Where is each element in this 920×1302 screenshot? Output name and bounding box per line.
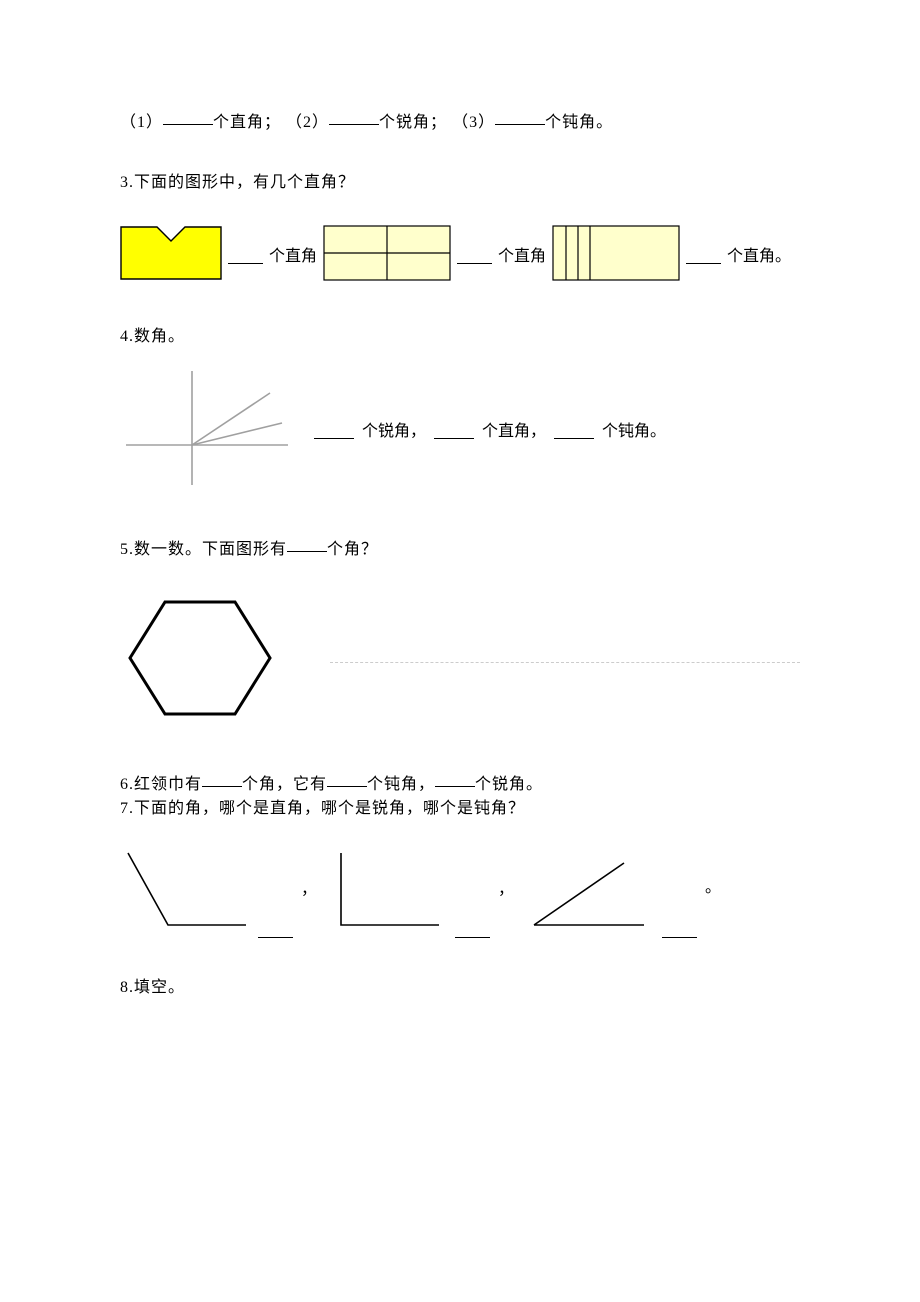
q1-blank-2[interactable] bbox=[329, 108, 379, 125]
q7-sep-2: ， bbox=[498, 878, 514, 902]
q7-angle-acute bbox=[524, 847, 654, 940]
q3-blank-2[interactable] bbox=[457, 247, 492, 264]
q4-blank-1[interactable] bbox=[314, 422, 354, 439]
q1-p3-suffix: 个钝角。 bbox=[545, 114, 613, 131]
q1-p1-suffix: 个直角； bbox=[213, 114, 281, 131]
q4-blank-3[interactable] bbox=[554, 422, 594, 439]
q7-title: 7.下面的角，哪个是直角，哪个是锐角，哪个是钝角？ bbox=[120, 797, 800, 821]
q4-suffix-3: 个钝角。 bbox=[602, 420, 666, 444]
q4-suffix-1: 个锐角， bbox=[362, 420, 426, 444]
q1-p2-suffix: 个锐角； bbox=[379, 114, 447, 131]
q4-blank-2[interactable] bbox=[434, 422, 474, 439]
q7-blank-2[interactable] bbox=[455, 921, 490, 938]
faint-rule bbox=[330, 662, 800, 663]
q3-suffix-2: 个直角 bbox=[498, 245, 546, 269]
q4-diagram bbox=[120, 363, 290, 501]
q4-suffix-2: 个直角， bbox=[482, 420, 546, 444]
q3-suffix-3: 个直角。 bbox=[727, 245, 791, 269]
q6-blank-3[interactable] bbox=[435, 770, 475, 787]
q6-blank-1[interactable] bbox=[202, 770, 242, 787]
q7-sep-1: ， bbox=[301, 878, 317, 902]
q3-shape-3 bbox=[552, 225, 680, 289]
q3-row: 个直角 个直角 个直角。 bbox=[120, 225, 800, 289]
q3-shape-1 bbox=[120, 226, 222, 288]
q1-p2-prefix: （2） bbox=[286, 114, 329, 131]
q5-title-after: 个角？ bbox=[327, 541, 378, 558]
q1-blank-1[interactable] bbox=[163, 108, 213, 125]
q4-title: 4.数角。 bbox=[120, 325, 800, 349]
q3-blank-1[interactable] bbox=[228, 247, 263, 264]
q4-row: 个锐角， 个直角， 个钝角。 bbox=[120, 363, 800, 501]
q7-blank-3[interactable] bbox=[662, 921, 697, 938]
q8-title: 8.填空。 bbox=[120, 976, 800, 1000]
q6-d: 个锐角。 bbox=[475, 776, 543, 793]
q3-suffix-1: 个直角 bbox=[269, 245, 317, 269]
q1-p1-prefix: （1） bbox=[120, 114, 163, 131]
q3-shape-2 bbox=[323, 225, 451, 289]
q7-row: ， ， 。 bbox=[120, 847, 800, 940]
q6-c: 个钝角， bbox=[367, 776, 435, 793]
q1-blank-3[interactable] bbox=[495, 108, 545, 125]
q6-b: 个角，它有 bbox=[242, 776, 327, 793]
q7-angle-right bbox=[327, 847, 447, 940]
q3-blank-3[interactable] bbox=[686, 247, 721, 264]
q1-p3-prefix: （3） bbox=[452, 114, 495, 131]
q7-blank-1[interactable] bbox=[258, 921, 293, 938]
q5-hexagon bbox=[120, 588, 280, 736]
q5-blank[interactable] bbox=[287, 535, 327, 552]
q6-a: 6.红领巾有 bbox=[120, 776, 202, 793]
q7-sep-3: 。 bbox=[705, 876, 721, 900]
q1-line: （1） 个直角； （2） 个锐角； （3） 个钝角。 bbox=[120, 110, 800, 135]
q5-title: 5.数一数。下面图形有 个角？ bbox=[120, 537, 800, 562]
q6-blank-2[interactable] bbox=[327, 770, 367, 787]
q5-row bbox=[120, 588, 800, 736]
q7-angle-obtuse bbox=[120, 847, 250, 940]
q5-title-before: 5.数一数。下面图形有 bbox=[120, 541, 287, 558]
q3-title: 3.下面的图形中，有几个直角？ bbox=[120, 171, 800, 195]
q6-line: 6.红领巾有 个角，它有 个钝角， 个锐角。 bbox=[120, 772, 800, 797]
